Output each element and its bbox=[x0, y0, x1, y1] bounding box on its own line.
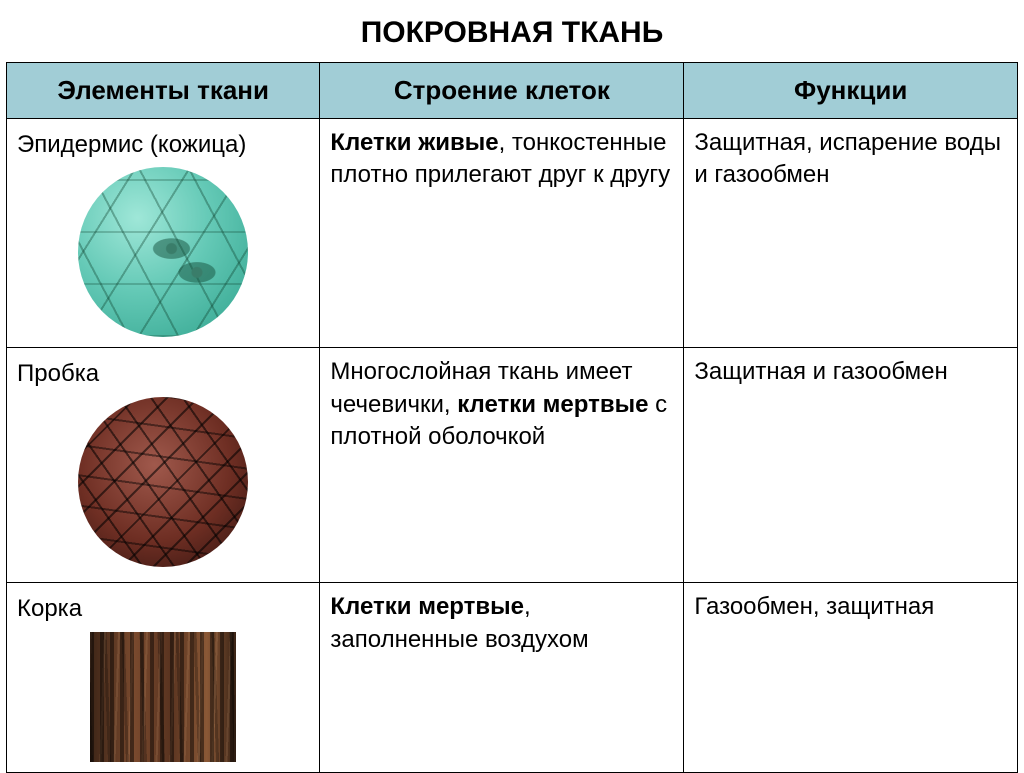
table-row: Корка Клетки мертвые, заполненные воздух… bbox=[7, 583, 1018, 772]
element-label: Эпидермис (кожица) bbox=[17, 129, 309, 161]
functions-cell: Защитная и газообмен bbox=[684, 348, 1018, 583]
col-header-functions: Функции bbox=[684, 63, 1018, 119]
table-row: Эпидермис (кожица) Клетки живые, тонкост… bbox=[7, 119, 1018, 348]
functions-cell: Газообмен, защитная bbox=[684, 583, 1018, 772]
element-label: Пробка bbox=[17, 358, 309, 390]
table-row: Пробка Многослойная ткань имеет чечевичк… bbox=[7, 348, 1018, 583]
structure-cell: Клетки живые, тонкостенные плотно прилег… bbox=[320, 119, 684, 348]
element-cell: Корка bbox=[7, 583, 320, 772]
col-header-structure: Строение клеток bbox=[320, 63, 684, 119]
col-header-elements: Элементы ткани bbox=[7, 63, 320, 119]
structure-bold: Клетки мертвые bbox=[330, 593, 524, 620]
table-header-row: Элементы ткани Строение клеток Функции bbox=[7, 63, 1018, 119]
structure-cell: Многослойная ткань имеет чечевички, клет… bbox=[320, 348, 684, 583]
cork-micrograph bbox=[78, 397, 248, 567]
bark-texture bbox=[90, 632, 236, 762]
tissue-table: Элементы ткани Строение клеток Функции Э… bbox=[6, 62, 1018, 773]
element-cell: Эпидермис (кожица) bbox=[7, 119, 320, 348]
element-label: Корка bbox=[17, 593, 309, 625]
structure-bold: Клетки живые bbox=[330, 129, 498, 156]
structure-cell: Клетки мертвые, заполненные воздухом bbox=[320, 583, 684, 772]
element-cell: Пробка bbox=[7, 348, 320, 583]
functions-cell: Защитная, испарение воды и газообмен bbox=[684, 119, 1018, 348]
page-title: ПОКРОВНАЯ ТКАНЬ bbox=[0, 0, 1024, 62]
structure-bold: клетки мертвые bbox=[457, 391, 648, 418]
epidermis-micrograph bbox=[78, 167, 248, 337]
